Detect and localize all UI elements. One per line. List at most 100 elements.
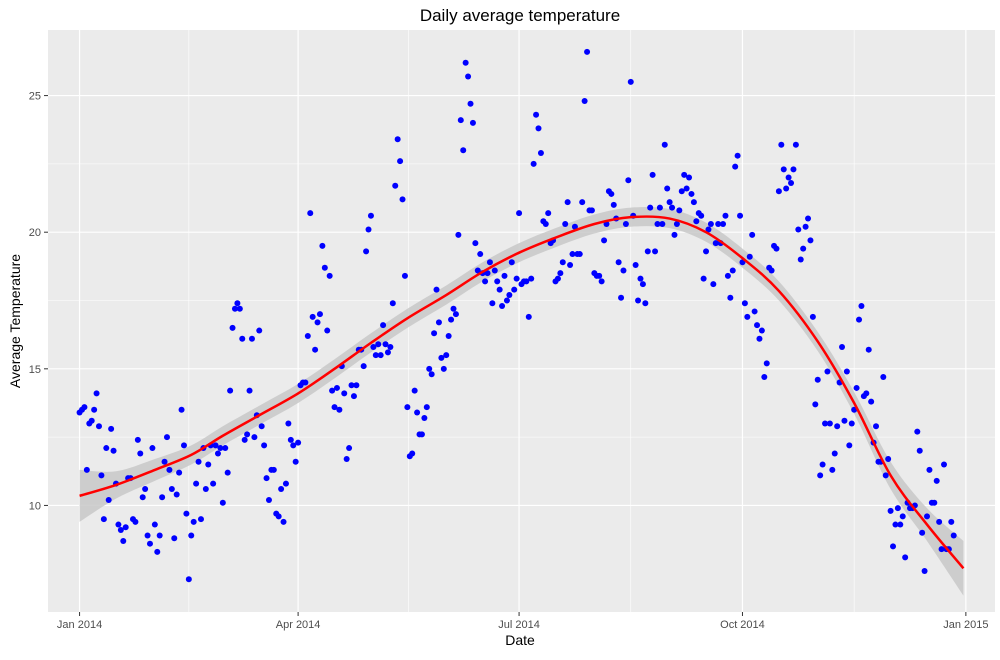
data-point	[178, 406, 185, 413]
data-point	[790, 166, 797, 173]
data-point	[576, 251, 583, 258]
data-point	[295, 439, 302, 446]
data-point	[882, 472, 889, 479]
data-point	[780, 166, 787, 173]
y-tick-label: 20	[29, 227, 41, 239]
data-point	[302, 379, 309, 386]
data-point	[843, 368, 850, 375]
data-point	[156, 532, 163, 539]
data-point	[635, 297, 642, 304]
data-point	[841, 417, 848, 424]
data-point	[741, 300, 748, 307]
data-point	[792, 141, 799, 148]
data-point	[511, 286, 518, 293]
data-point	[346, 445, 353, 452]
data-point	[304, 333, 311, 340]
data-point	[394, 136, 401, 143]
data-point	[584, 48, 591, 55]
data-point	[669, 204, 676, 211]
data-point	[161, 458, 168, 465]
x-tick-label: Oct 2014	[720, 619, 765, 631]
data-point	[783, 185, 790, 192]
y-axis: 10 15 20 25	[29, 91, 48, 512]
data-point	[144, 532, 151, 539]
data-point	[193, 480, 200, 487]
data-point	[244, 431, 251, 438]
data-point	[601, 237, 608, 244]
data-point	[91, 406, 98, 413]
data-point	[176, 469, 183, 476]
data-point	[414, 409, 421, 416]
data-point	[754, 322, 761, 329]
x-tick-label: Jan 2014	[57, 619, 102, 631]
data-point	[720, 221, 727, 227]
data-point	[778, 141, 785, 148]
smooth-line-layer	[79, 215, 965, 570]
data-point	[404, 404, 411, 411]
data-point	[280, 518, 287, 525]
data-point	[700, 275, 707, 282]
data-point	[265, 496, 272, 503]
x-axis-label: Date	[505, 632, 535, 648]
data-point	[639, 281, 646, 288]
data-point	[797, 256, 804, 263]
data-point	[805, 215, 812, 222]
y-tick-label: 25	[29, 91, 41, 103]
data-point	[411, 387, 418, 394]
data-point	[744, 313, 751, 320]
data-point	[307, 210, 314, 217]
data-point	[525, 313, 532, 320]
data-point	[341, 390, 348, 397]
data-point	[620, 267, 627, 274]
data-point	[329, 387, 336, 394]
data-point	[229, 324, 236, 331]
data-point	[224, 469, 231, 476]
data-point	[863, 390, 870, 397]
data-point	[219, 499, 226, 506]
data-point	[248, 335, 255, 342]
data-point	[384, 349, 391, 356]
data-point	[508, 259, 515, 266]
data-point	[239, 335, 246, 342]
data-point	[321, 264, 328, 271]
data-point	[588, 207, 595, 214]
data-point	[222, 445, 229, 452]
data-point	[885, 455, 892, 462]
data-point	[183, 510, 190, 517]
data-point	[472, 240, 479, 247]
data-point	[278, 486, 285, 493]
data-point	[530, 160, 537, 167]
data-point	[642, 300, 649, 307]
data-point	[314, 319, 321, 326]
chart-title: Daily average temperature	[420, 6, 620, 25]
data-point	[637, 275, 644, 282]
data-point	[195, 458, 202, 465]
data-point	[435, 319, 442, 326]
data-point	[350, 393, 357, 400]
data-point	[95, 423, 102, 430]
y-axis-label: Average Temperature	[7, 254, 23, 388]
data-point	[401, 272, 408, 279]
data-point	[392, 182, 399, 189]
data-point	[494, 278, 501, 285]
data-point	[185, 576, 192, 583]
data-point	[263, 475, 270, 482]
data-point	[319, 242, 326, 249]
data-point	[312, 346, 319, 353]
data-point	[673, 221, 680, 227]
data-point	[858, 302, 865, 309]
data-point	[450, 305, 457, 312]
data-point	[579, 199, 586, 206]
data-point	[380, 322, 387, 329]
data-point	[632, 261, 639, 268]
data-point	[137, 450, 144, 457]
data-point	[919, 529, 926, 536]
data-point	[81, 404, 88, 411]
data-point	[173, 491, 180, 498]
data-point	[287, 436, 294, 443]
data-point	[370, 343, 377, 350]
data-point	[110, 447, 117, 454]
data-point	[197, 516, 204, 523]
x-axis: Jan 2014 Apr 2014 Jul 2014 Oct 2014 Jan 2015	[57, 612, 988, 631]
